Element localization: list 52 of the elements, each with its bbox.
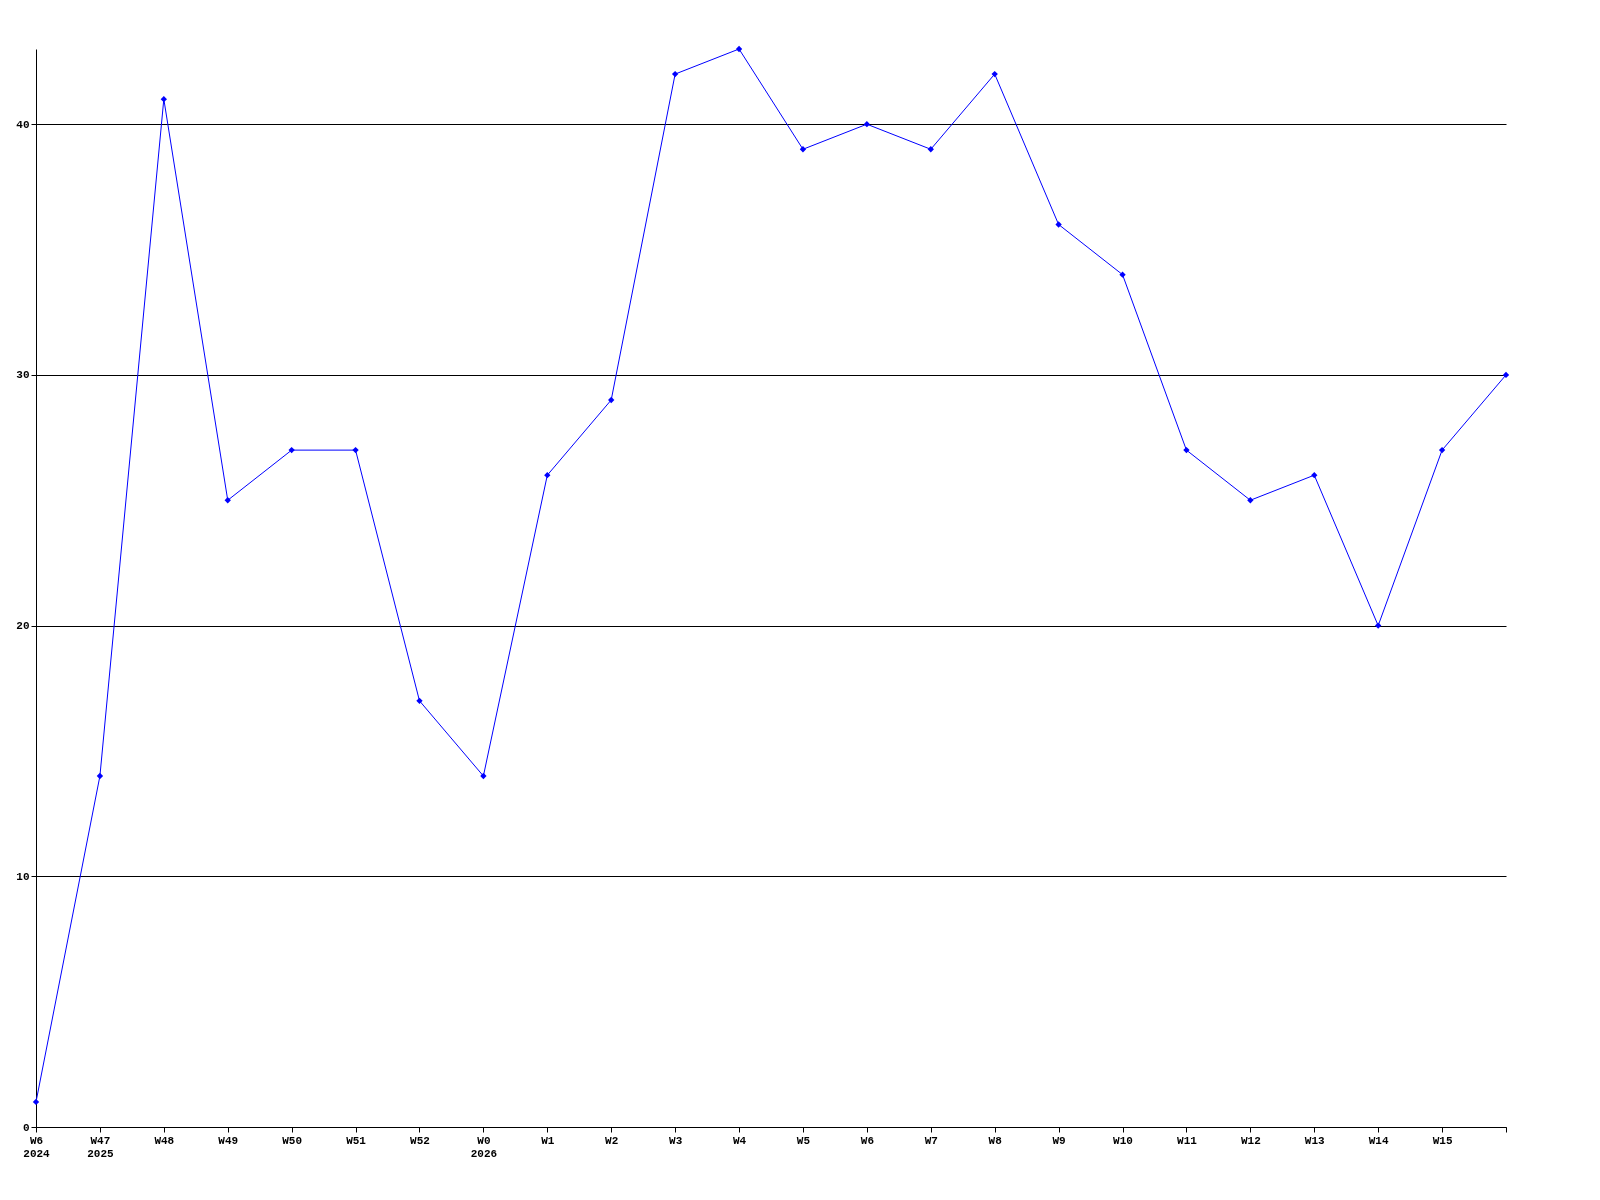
x-tick-label: W6 2024 xyxy=(23,1134,51,1160)
point xyxy=(288,446,295,454)
x-tick-label: W5 xyxy=(796,1134,811,1147)
point xyxy=(1438,446,1446,454)
x-tick-label: W12 xyxy=(1240,1134,1261,1147)
point xyxy=(608,396,615,404)
point xyxy=(32,1098,40,1106)
point xyxy=(160,95,167,103)
y-tick-label: 40 xyxy=(16,118,30,131)
x-tick-label: W8 xyxy=(988,1134,1003,1147)
point xyxy=(927,146,934,153)
y-tick-label: 30 xyxy=(16,369,30,382)
point xyxy=(863,121,871,128)
point xyxy=(1502,371,1510,379)
x-tick-label: W50 xyxy=(282,1134,303,1147)
point xyxy=(799,146,807,153)
point xyxy=(1247,497,1254,504)
point xyxy=(480,772,487,780)
point xyxy=(735,45,743,53)
point xyxy=(1375,622,1382,629)
point xyxy=(1311,472,1318,479)
x-tick-label: W7 xyxy=(924,1134,938,1147)
point xyxy=(416,697,423,704)
x-tick-label: W3 xyxy=(669,1134,683,1147)
x-tick-label: W47 2025 xyxy=(87,1134,115,1160)
point xyxy=(1119,271,1126,278)
point xyxy=(96,772,104,780)
x-tick-label: W11 xyxy=(1177,1134,1198,1147)
point xyxy=(352,446,359,454)
x-tick-label: W1 xyxy=(541,1134,555,1147)
point xyxy=(991,70,998,78)
x-tick-label: W6 xyxy=(860,1134,874,1147)
x-tick-label: W4 xyxy=(732,1134,747,1147)
y-tick-label: 20 xyxy=(16,620,30,633)
x-tick-label: W49 xyxy=(218,1134,239,1147)
point xyxy=(544,472,551,479)
x-tick-label: W48 xyxy=(154,1134,175,1147)
x-tick-label: W0 2026 xyxy=(470,1134,498,1160)
x-tick-label: W51 xyxy=(346,1134,367,1147)
point xyxy=(1183,446,1190,454)
y-tick-label: 10 xyxy=(16,870,30,883)
x-tick-label: W9 xyxy=(1052,1134,1066,1147)
x-tick-label: W2 xyxy=(605,1134,619,1147)
x-tick-label: W52 xyxy=(410,1134,430,1147)
x-tick-label: W14 xyxy=(1368,1134,1389,1147)
point xyxy=(671,70,679,78)
point xyxy=(224,497,231,504)
x-tick-label: W15 xyxy=(1432,1134,1453,1147)
y-tick-label: 0 xyxy=(22,1121,30,1134)
x-tick-label: W10 xyxy=(1113,1134,1133,1147)
x-tick-label: W13 xyxy=(1304,1134,1326,1147)
point xyxy=(1055,221,1062,228)
